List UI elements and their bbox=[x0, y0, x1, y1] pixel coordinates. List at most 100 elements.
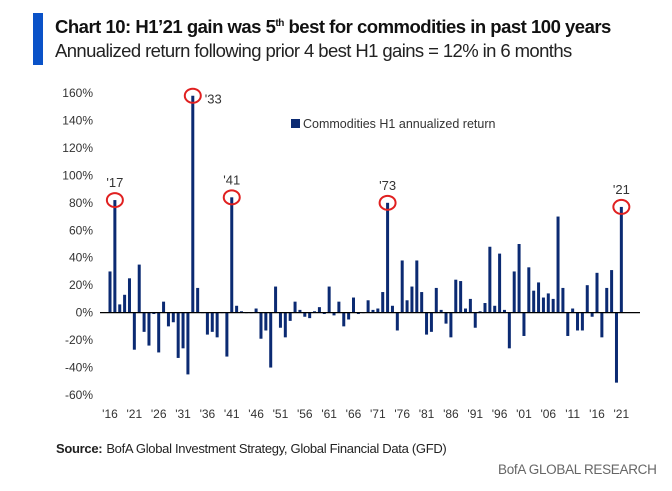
bar-1972 bbox=[381, 292, 385, 313]
bar-1954 bbox=[293, 301, 297, 313]
x-tick-label: '91 bbox=[467, 407, 483, 421]
bar-1975 bbox=[395, 312, 399, 331]
bar-1928 bbox=[166, 312, 170, 327]
bar-2007 bbox=[551, 298, 555, 313]
legend: Commodities H1 annualized return bbox=[291, 117, 496, 131]
bar-1925 bbox=[152, 312, 156, 315]
bar-2006 bbox=[546, 293, 550, 313]
bar-1990 bbox=[468, 298, 472, 313]
source-text: BofA Global Investment Strategy, Global … bbox=[106, 441, 447, 456]
bar-2003 bbox=[532, 290, 536, 313]
bar-2014 bbox=[585, 285, 589, 313]
bar-1956 bbox=[303, 312, 307, 317]
bar-1977 bbox=[405, 300, 409, 313]
bar-1988 bbox=[459, 281, 463, 313]
x-tick-label: '71 bbox=[370, 407, 386, 421]
bar-1971 bbox=[376, 308, 380, 313]
y-tick-label: -20% bbox=[65, 333, 93, 347]
x-tick-label: '21 bbox=[127, 407, 143, 421]
bar-2017 bbox=[600, 312, 604, 338]
bar-1959 bbox=[317, 307, 321, 313]
bar-1923 bbox=[142, 312, 146, 332]
x-tick-label: '96 bbox=[492, 407, 508, 421]
x-tick-label: '66 bbox=[346, 407, 362, 421]
bar-1999 bbox=[512, 271, 516, 313]
highlight-circle-1917 bbox=[105, 192, 124, 209]
bar-2018 bbox=[605, 287, 609, 313]
x-tick-label: '61 bbox=[321, 407, 337, 421]
annotation-label: '41 bbox=[223, 172, 240, 187]
bar-1917 bbox=[113, 200, 117, 313]
bar-1931 bbox=[181, 312, 185, 349]
y-tick-label: 20% bbox=[69, 278, 93, 292]
title-text: Chart 10: H1’21 gain was 5 bbox=[55, 16, 276, 37]
bar-1981 bbox=[425, 312, 429, 335]
bar-1976 bbox=[400, 260, 404, 313]
annotation-label: '17 bbox=[106, 175, 123, 190]
bar-2020 bbox=[614, 312, 618, 383]
x-tick-label: '16 bbox=[102, 407, 118, 421]
y-tick-label: -40% bbox=[65, 361, 93, 375]
bar-1937 bbox=[210, 312, 214, 332]
x-tick-label: '01 bbox=[516, 407, 532, 421]
x-tick-label: '31 bbox=[175, 407, 191, 421]
bar-1930 bbox=[176, 312, 180, 358]
bar-1966 bbox=[352, 297, 355, 313]
bar-1926 bbox=[157, 312, 161, 353]
bar-1965 bbox=[347, 312, 351, 320]
bar-1921 bbox=[132, 312, 136, 350]
legend-swatch bbox=[291, 119, 300, 128]
bar-1918 bbox=[118, 304, 122, 313]
bar-2010 bbox=[566, 312, 570, 336]
y-tick-label: 80% bbox=[69, 196, 93, 210]
bar-2008 bbox=[556, 216, 560, 313]
y-tick-label: 60% bbox=[69, 223, 93, 237]
bar-1962 bbox=[332, 312, 336, 316]
bar-1967 bbox=[356, 312, 360, 315]
bar-1920 bbox=[127, 278, 131, 313]
title-accent-bar bbox=[33, 13, 43, 65]
bar-1958 bbox=[313, 311, 317, 313]
bar-1951 bbox=[278, 312, 282, 328]
bar-1929 bbox=[171, 312, 175, 323]
x-tick-label: '86 bbox=[443, 407, 459, 421]
x-tick-label: '21 bbox=[614, 407, 630, 421]
bar-2021 bbox=[619, 206, 623, 313]
y-tick-label: 140% bbox=[62, 113, 93, 127]
bar-1978 bbox=[410, 286, 414, 313]
bar-1993 bbox=[483, 303, 487, 313]
bar-1984 bbox=[439, 309, 443, 313]
highlight-circle-1973 bbox=[378, 194, 397, 211]
bar-1940 bbox=[225, 312, 229, 357]
y-tick-label: 160% bbox=[62, 86, 93, 100]
x-tick-label: '56 bbox=[297, 407, 313, 421]
x-tick-label: '36 bbox=[200, 407, 216, 421]
x-tick-label: '76 bbox=[394, 407, 410, 421]
bar-1987 bbox=[454, 279, 458, 313]
highlight-circle-2021 bbox=[612, 198, 631, 215]
bar-1960 bbox=[322, 312, 326, 315]
bar-1952 bbox=[283, 312, 287, 338]
bar-1963 bbox=[337, 301, 341, 313]
bar-1979 bbox=[415, 260, 419, 313]
x-tick-label: '51 bbox=[273, 407, 289, 421]
bar-1949 bbox=[269, 312, 273, 368]
bar-1970 bbox=[371, 309, 375, 313]
bar-1991 bbox=[473, 312, 477, 328]
annotation-label: '73 bbox=[379, 178, 396, 193]
bar-1927 bbox=[162, 301, 166, 313]
annotation-label: '21 bbox=[613, 182, 630, 197]
highlight-circle-1933 bbox=[183, 87, 202, 104]
y-tick-label: 0% bbox=[76, 306, 94, 320]
bar-1980 bbox=[420, 292, 424, 313]
bar-1947 bbox=[259, 312, 263, 339]
x-axis: '16 '21 '26 '31 '36 '41 '46 '51 '56 '61 '66 '71 '76 '… bbox=[102, 407, 629, 421]
x-tick-label: '06 bbox=[540, 407, 556, 421]
x-tick-label: '26 bbox=[151, 407, 167, 421]
bar-1974 bbox=[390, 305, 394, 313]
bar-2011 bbox=[571, 308, 575, 313]
bar-1985 bbox=[444, 312, 448, 324]
bar-1950 bbox=[274, 286, 278, 313]
highlight-circle-1941 bbox=[222, 189, 241, 206]
bar-1997 bbox=[502, 309, 506, 313]
